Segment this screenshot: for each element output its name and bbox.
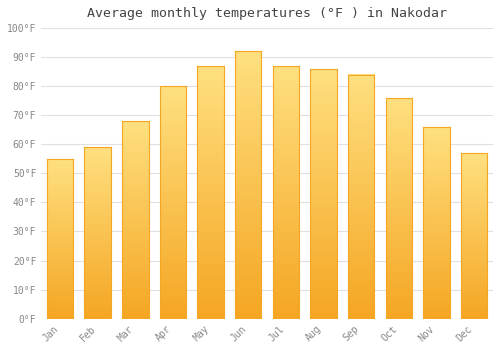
Title: Average monthly temperatures (°F ) in Nakodar: Average monthly temperatures (°F ) in Na… xyxy=(87,7,447,20)
